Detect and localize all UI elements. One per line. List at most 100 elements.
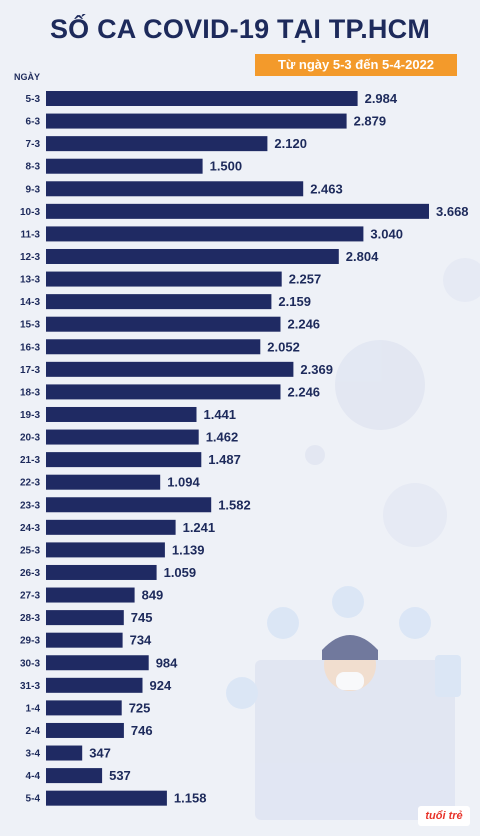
value-label: 2.257	[289, 272, 322, 287]
bar	[46, 429, 199, 445]
category-label: 18-3	[20, 387, 40, 398]
bar	[46, 542, 165, 558]
value-label: 725	[129, 700, 151, 715]
category-label: 29-3	[20, 636, 40, 647]
value-label: 2.246	[288, 384, 321, 399]
date-range-badge: Từ ngày 5-3 đến 5-4-2022	[255, 54, 457, 76]
bar	[46, 564, 157, 580]
category-label: 31-3	[20, 681, 40, 692]
bar	[46, 700, 122, 716]
bar	[46, 294, 272, 310]
category-label: 14-3	[20, 297, 40, 308]
value-label: 1.462	[206, 430, 239, 445]
category-label: 7-3	[26, 139, 41, 150]
category-label: 23-3	[20, 500, 40, 511]
medical-illustration	[226, 586, 461, 820]
category-label: 12-3	[20, 252, 40, 263]
value-label: 1.241	[183, 520, 216, 535]
value-label: 2.120	[274, 136, 307, 151]
bar	[46, 181, 304, 197]
bar	[46, 722, 124, 738]
category-label: 5-3	[26, 94, 41, 105]
category-label: 1-4	[26, 703, 41, 714]
bar	[46, 248, 339, 264]
bar	[46, 452, 202, 468]
category-label: 13-3	[20, 275, 40, 286]
bar	[46, 136, 268, 152]
value-label: 1.158	[174, 791, 207, 806]
value-label: 1.139	[172, 542, 205, 557]
bar	[46, 226, 364, 242]
value-label: 1.059	[164, 565, 197, 580]
value-label: 1.582	[218, 497, 251, 512]
category-label: 4-4	[26, 771, 41, 782]
value-label: 2.984	[365, 91, 398, 106]
value-label: 2.804	[346, 249, 379, 264]
category-label: 11-3	[21, 229, 41, 240]
value-label: 2.052	[267, 339, 300, 354]
category-label: 20-3	[20, 433, 40, 444]
category-label: 9-3	[26, 184, 41, 195]
value-label: 2.159	[278, 294, 311, 309]
category-label: 21-3	[20, 455, 40, 466]
bar	[46, 790, 167, 806]
bar	[46, 339, 261, 355]
value-label: 2.246	[288, 317, 321, 332]
category-label: 2-4	[26, 726, 41, 737]
bar	[46, 768, 103, 784]
category-label: 19-3	[20, 410, 40, 421]
value-label: 2.463	[310, 181, 343, 196]
bar	[46, 632, 123, 648]
value-label: 537	[109, 768, 131, 783]
value-label: 3.668	[436, 204, 469, 219]
value-label: 1.094	[167, 475, 200, 490]
virus-decoration	[305, 258, 480, 547]
bar	[46, 610, 124, 626]
category-label: 8-3	[26, 162, 41, 173]
category-label: 28-3	[20, 613, 40, 624]
bar	[46, 497, 212, 513]
bar	[46, 316, 281, 332]
bar	[46, 384, 281, 400]
category-label: 16-3	[20, 342, 40, 353]
category-label: 22-3	[20, 478, 40, 489]
value-label: 984	[156, 655, 178, 670]
category-label: 24-3	[20, 523, 40, 534]
page-title: SỐ CA COVID-19 TẠI TP.HCM	[49, 14, 431, 44]
bar	[46, 271, 282, 287]
category-label: 6-3	[26, 117, 41, 128]
value-label: 3.040	[370, 226, 403, 241]
category-label: 25-3	[20, 545, 40, 556]
category-label: 5-4	[26, 794, 41, 805]
bar	[46, 406, 197, 422]
bar	[46, 519, 176, 535]
value-label: 1.500	[210, 159, 243, 174]
category-label: 30-3	[20, 658, 40, 669]
bar	[46, 745, 83, 761]
value-label: 745	[131, 610, 153, 625]
value-label: 2.369	[300, 362, 333, 377]
category-label: 17-3	[20, 365, 40, 376]
value-label: 734	[130, 633, 152, 648]
bar	[46, 474, 161, 490]
bar	[46, 677, 143, 693]
category-label: 15-3	[20, 320, 40, 331]
y-axis-label: NGÀY	[14, 72, 41, 82]
value-label: 1.487	[208, 452, 241, 467]
value-label: 924	[150, 678, 172, 693]
bar	[46, 361, 294, 377]
value-label: 347	[89, 746, 111, 761]
bar	[46, 113, 347, 129]
value-label: 746	[131, 723, 153, 738]
value-label: 2.879	[354, 114, 387, 129]
bar	[46, 203, 429, 219]
bar	[46, 158, 203, 174]
value-label: 1.441	[204, 407, 237, 422]
category-label: 10-3	[20, 207, 40, 218]
value-label: 849	[142, 588, 164, 603]
tuoi-tre-logo: tuổi trẻ	[418, 806, 470, 826]
category-label: 27-3	[20, 591, 40, 602]
bar	[46, 91, 358, 106]
bar	[46, 587, 135, 603]
